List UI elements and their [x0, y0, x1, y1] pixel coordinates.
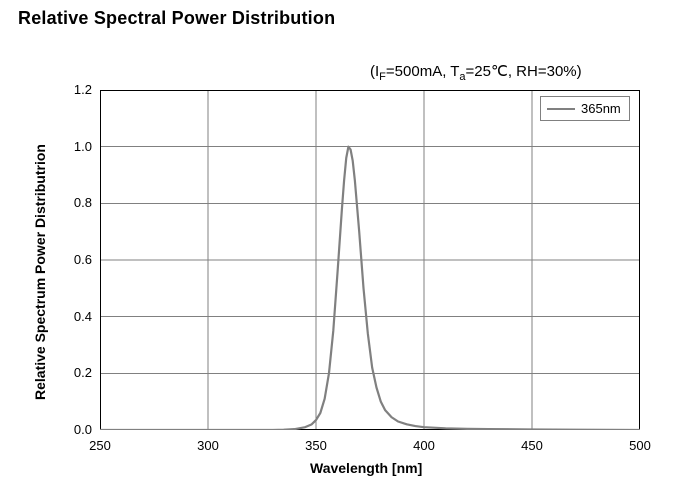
x-tick: 450	[512, 438, 552, 453]
y-tick: 0.8	[52, 195, 92, 210]
y-tick: 0.6	[52, 252, 92, 267]
x-tick: 500	[620, 438, 660, 453]
chart-conditions: (IF=500mA, Ta=25℃, RH=30%)	[370, 62, 582, 83]
y-tick: 1.0	[52, 139, 92, 154]
legend-line-icon	[547, 108, 575, 110]
chart-page: { "chart": { "type": "line", "title": "R…	[0, 0, 700, 500]
y-tick: 0.2	[52, 365, 92, 380]
chart-title: Relative Spectral Power Distribution	[18, 8, 335, 29]
y-axis-label: Relative Spectrum Power Distributrion	[32, 144, 48, 400]
legend-series-label: 365nm	[581, 101, 621, 116]
x-tick: 400	[404, 438, 444, 453]
y-tick: 0.4	[52, 309, 92, 324]
x-tick: 350	[296, 438, 336, 453]
x-axis-label: Wavelength [nm]	[310, 460, 422, 476]
chart-legend: 365nm	[540, 96, 630, 121]
x-tick: 300	[188, 438, 228, 453]
chart-plot	[100, 90, 640, 430]
y-tick: 1.2	[52, 82, 92, 97]
y-tick: 0.0	[52, 422, 92, 437]
x-tick: 250	[80, 438, 120, 453]
